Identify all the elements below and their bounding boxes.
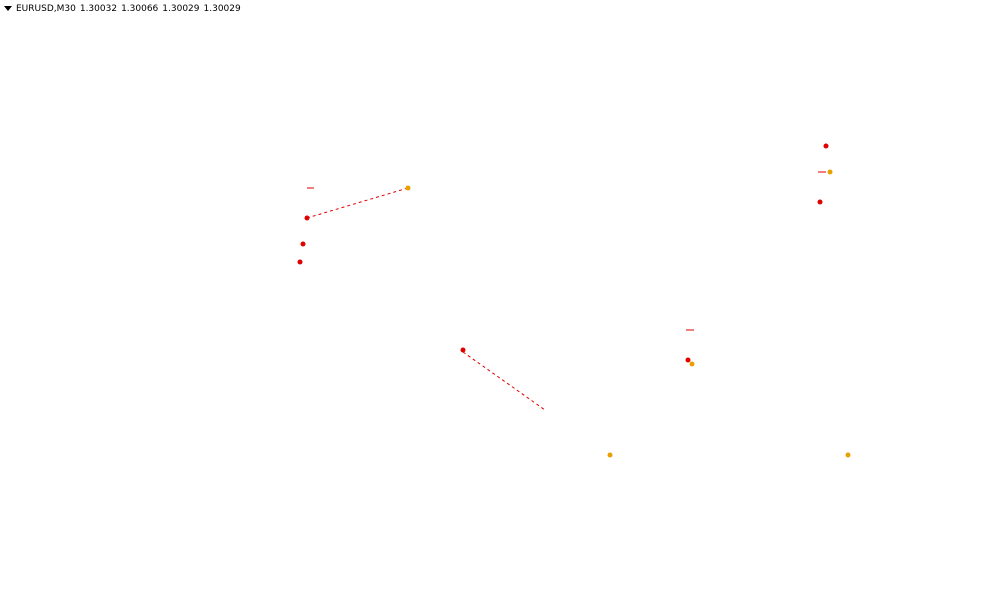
header-close: 1.30029: [203, 4, 241, 14]
arrow-marker: [460, 347, 466, 353]
arrow-marker: [297, 259, 303, 265]
header-arrow: [4, 6, 12, 11]
header-open: 1.30032: [79, 4, 118, 14]
symbol-title: EURUSD,M30: [16, 4, 76, 14]
chart-header: EURUSD,M30 1.30032 1.30066 1.30029 1.30029: [4, 4, 245, 14]
arrow-marker: [405, 185, 411, 191]
arrow-marker: [823, 143, 829, 149]
arrow-marker: [845, 452, 851, 458]
arrow-marker: [304, 215, 310, 221]
arrow-marker: [685, 357, 691, 363]
header-high: 1.30066: [121, 4, 159, 14]
arrow-marker: [607, 452, 613, 458]
trend-line: [462, 351, 546, 411]
header-low: 1.30029: [162, 4, 200, 14]
arrow-marker: [300, 241, 306, 247]
arrow-marker: [817, 199, 823, 205]
arrow-marker: [689, 361, 695, 367]
arrow-marker: [827, 169, 833, 175]
chart-objects: [297, 143, 851, 458]
